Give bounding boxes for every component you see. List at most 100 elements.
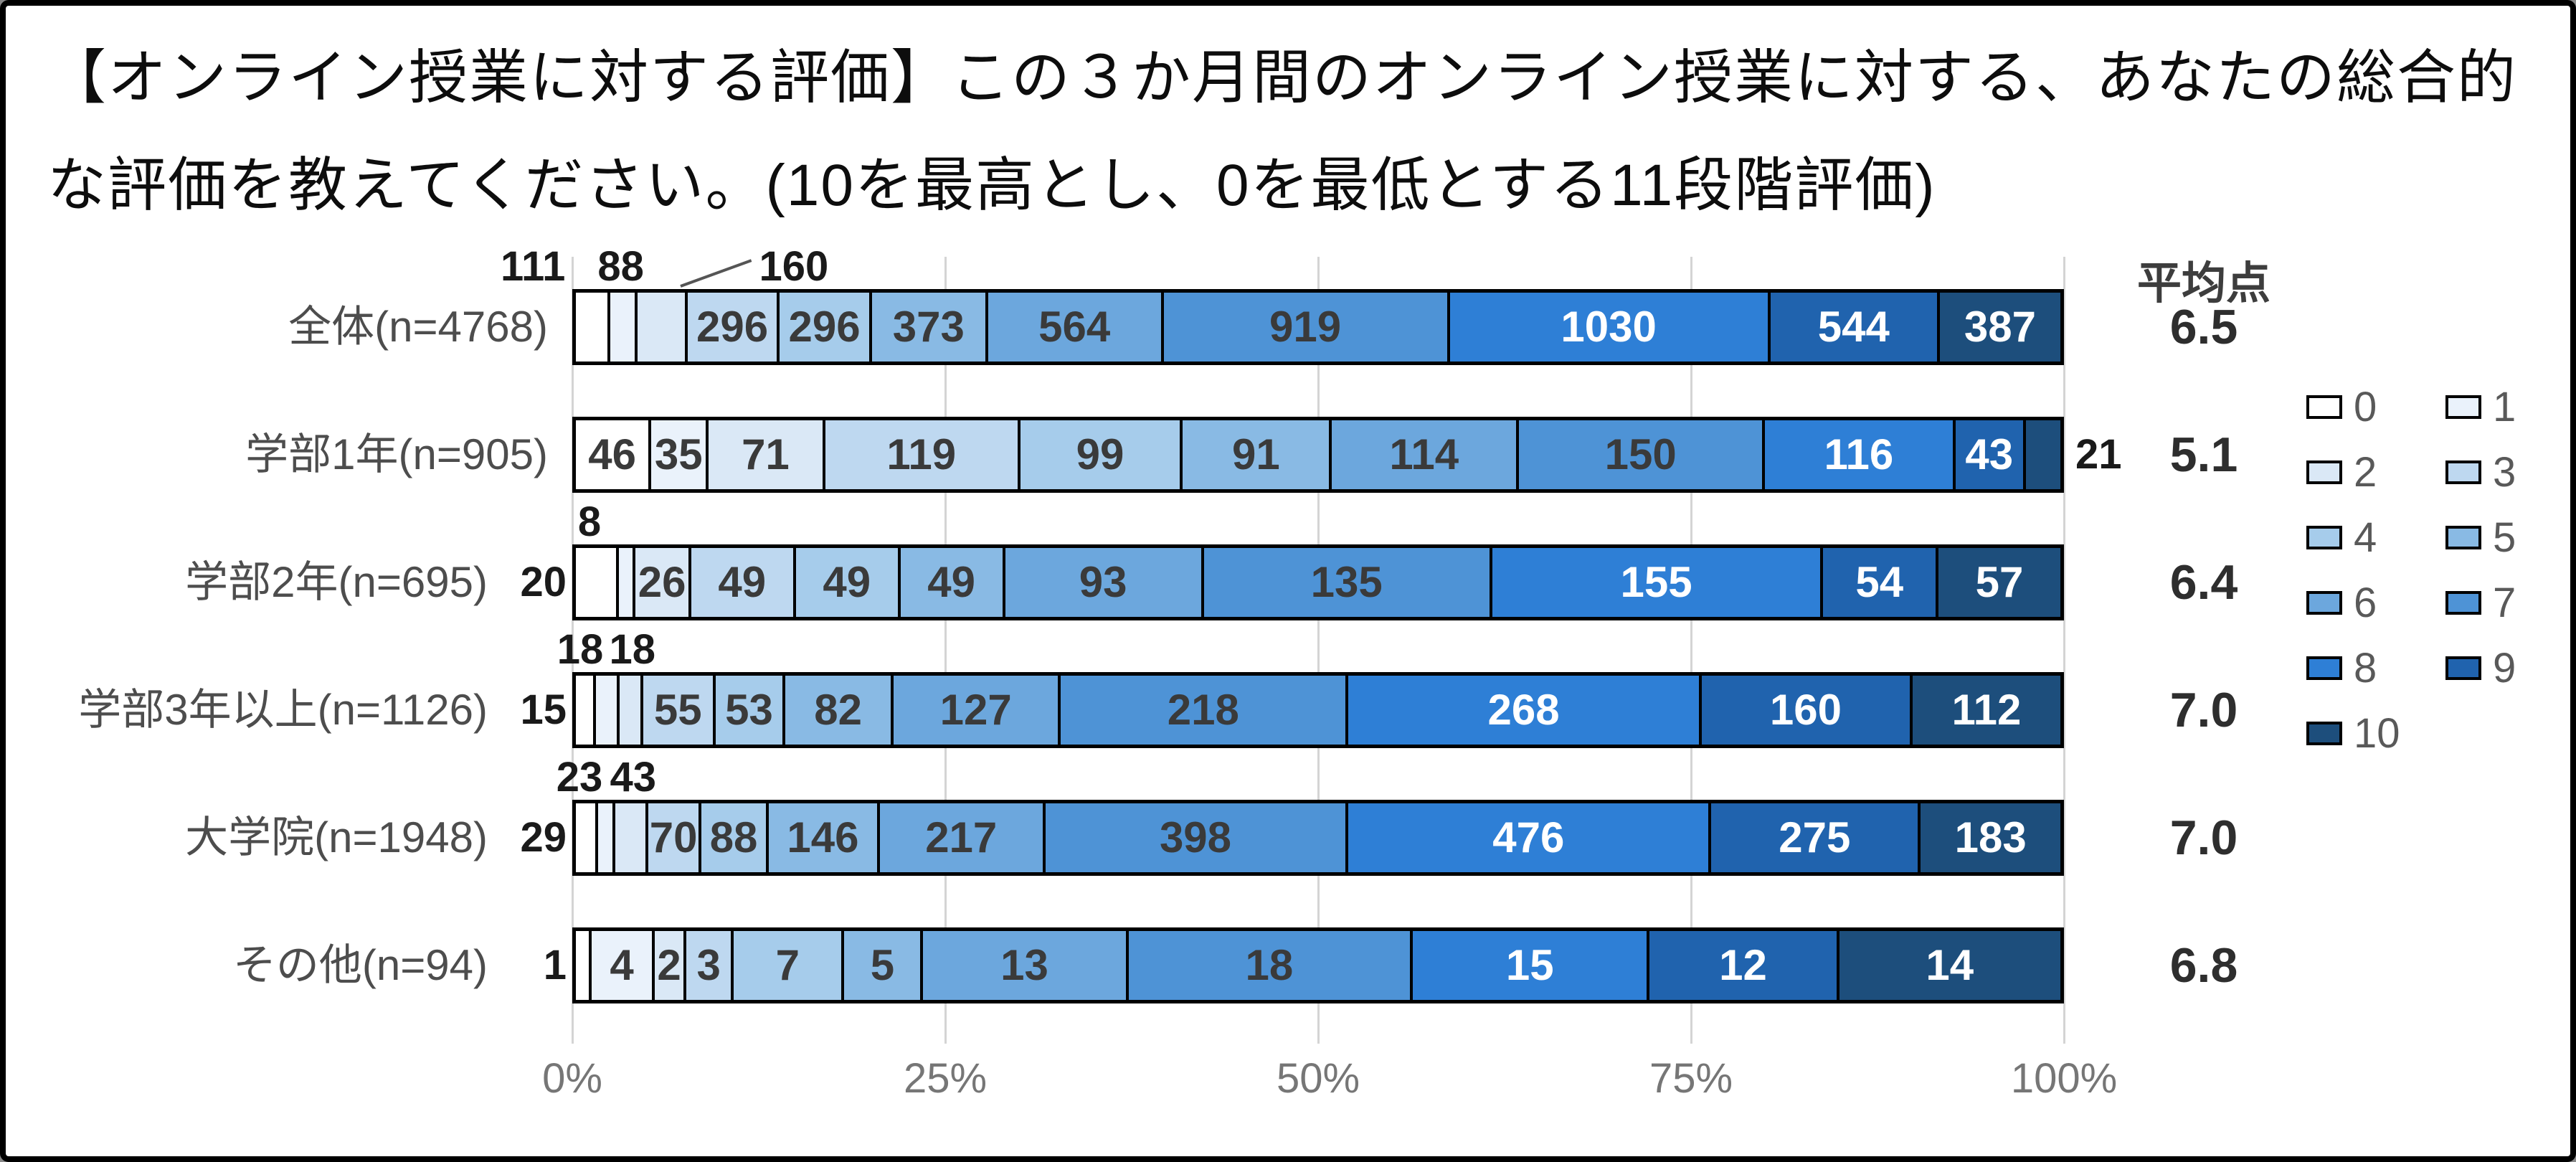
bar-segment-score-7: 150 <box>1519 420 1766 489</box>
average-value: 6.8 <box>2169 938 2238 993</box>
bar-segment-score-9: 275 <box>1711 803 1921 872</box>
bar-segment-score-10: 57 <box>1938 548 2060 617</box>
bar-segment-score-3: 55 <box>643 676 716 745</box>
bar-segment-score-3: 119 <box>825 420 1021 489</box>
segment-value-label: 26 <box>638 558 686 606</box>
segment-value-label: 49 <box>718 558 767 606</box>
bar-segment-score-8: 476 <box>1348 803 1712 872</box>
legend-label-6: 6 <box>2354 579 2377 626</box>
outside-value-label: 111 <box>500 243 566 290</box>
bar-segment-score-0 <box>576 931 592 1000</box>
legend-swatch-4 <box>2306 526 2342 549</box>
legend-item-7: 7 <box>2445 570 2570 636</box>
segment-value-label: 296 <box>696 303 769 351</box>
outside-value-label: 1 <box>543 942 567 988</box>
legend-label-2: 2 <box>2354 448 2377 496</box>
segment-value-label: 49 <box>927 558 976 606</box>
segment-value-label: 15 <box>1505 941 1554 989</box>
bar-segment-score-1 <box>597 803 616 872</box>
above-label-strip: 8 <box>572 499 2064 544</box>
legend-label-4: 4 <box>2354 514 2377 561</box>
bar-segment-score-0 <box>576 293 611 362</box>
legend-swatch-7 <box>2445 591 2481 615</box>
segment-value-label: 119 <box>886 430 957 478</box>
bar-segment-score-10: 14 <box>1839 931 2060 1000</box>
bar-segment-score-0 <box>576 803 598 872</box>
average-value: 7.0 <box>2169 811 2238 865</box>
legend-item-10: 10 <box>2306 701 2441 766</box>
bar-segment-score-7: 919 <box>1163 293 1450 362</box>
chart-title: 【オンライン授業に対する評価】この３か月間のオンライン授業に対する、あなたの総合… <box>47 45 2518 218</box>
legend: 0 1 2 3 4 5 6 7 8 9 10 <box>2306 374 2570 766</box>
legend-swatch-0 <box>2306 395 2342 419</box>
segment-value-label: 54 <box>1855 558 1904 606</box>
segment-value-label: 46 <box>588 430 636 478</box>
legend-swatch-2 <box>2306 460 2342 484</box>
legend-swatch-9 <box>2445 656 2481 680</box>
bar-segment-score-4: 88 <box>701 803 769 872</box>
gridline-100pct <box>2063 257 2065 1044</box>
bar-segment-score-3: 49 <box>691 548 796 617</box>
legend-item-1: 1 <box>2445 374 2570 440</box>
legend-label-3: 3 <box>2493 448 2516 496</box>
segment-value-label: 82 <box>814 686 862 734</box>
average-value: 6.5 <box>2169 300 2238 354</box>
bar-segment-score-2 <box>638 293 688 362</box>
gridline-0pct <box>572 257 574 1044</box>
bar-segment-score-6: 127 <box>893 676 1061 745</box>
bar-segment-score-3: 3 <box>686 931 734 1000</box>
bar-segment-score-2: 26 <box>635 548 691 617</box>
segment-value-label: 183 <box>1954 813 2027 861</box>
segment-value-label: 135 <box>1310 558 1383 606</box>
segment-value-label: 127 <box>939 686 1012 734</box>
bar-segment-score-6: 217 <box>879 803 1046 872</box>
segment-value-label: 7 <box>775 941 800 989</box>
bar-segment-score-0: 46 <box>576 420 652 489</box>
above-label-strip: 111 88 160 <box>501 243 2064 289</box>
segment-value-label: 2 <box>657 941 681 989</box>
bar-segment-score-0 <box>576 548 619 617</box>
legend-item-8: 8 <box>2306 636 2441 701</box>
legend-swatch-8 <box>2306 656 2342 680</box>
bar-segment-score-5: 91 <box>1183 420 1332 489</box>
bar-segment-score-4: 53 <box>715 676 786 745</box>
row-label: その他(n=94) <box>232 941 488 989</box>
bar-segment-score-5: 49 <box>900 548 1005 617</box>
bar-segment-score-10: 112 <box>1913 676 2060 745</box>
segment-value-label: 70 <box>649 813 698 861</box>
segment-value-label: 218 <box>1167 686 1239 734</box>
bar-segment-score-6: 564 <box>988 293 1164 362</box>
row-label: 大学院(n=1948) <box>185 813 488 861</box>
bar-segment-score-5: 5 <box>844 931 924 1000</box>
bar-segment-score-2 <box>619 676 643 745</box>
outside-value-label: 43 <box>610 754 656 800</box>
legend-item-9: 9 <box>2445 636 2570 701</box>
outside-value-label: 18 <box>557 626 604 673</box>
segment-value-label: 99 <box>1076 430 1124 478</box>
legend-label-9: 9 <box>2493 644 2516 691</box>
row-label: 全体(n=4768) <box>288 303 548 351</box>
bar-segment-score-7: 18 <box>1128 931 1414 1000</box>
stacked-bar: 4 2 3 7 5 13 18 15 12 14 <box>572 927 2064 1003</box>
bar-segment-score-1: 4 <box>592 931 655 1000</box>
average-value: 5.1 <box>2169 428 2238 482</box>
average-value: 6.4 <box>2169 555 2238 610</box>
bar-segment-score-6: 13 <box>923 931 1129 1000</box>
above-label-strip <box>572 371 2064 417</box>
bar-segment-score-2: 71 <box>709 420 825 489</box>
chart-row-5: 1 その他(n=94) 4 2 3 7 5 13 18 15 12 14 <box>233 882 2064 1009</box>
bar-segment-score-10: 387 <box>1939 293 2060 362</box>
bar-segment-score-9: 544 <box>1770 293 1940 362</box>
bar-segment-score-3: 70 <box>648 803 702 872</box>
bar-segment-score-4: 49 <box>795 548 901 617</box>
gridline-75pct <box>1690 257 1692 1044</box>
stacked-bar: 26 49 49 49 93 135 155 54 57 <box>572 544 2064 620</box>
bar-segment-score-5: 146 <box>768 803 880 872</box>
segment-value-label: 14 <box>1926 941 1974 989</box>
segment-value-label: 564 <box>1038 303 1111 351</box>
bar-segment-score-4: 296 <box>780 293 872 362</box>
bar-segment-score-4: 7 <box>734 931 845 1000</box>
bar-segment-score-3: 296 <box>687 293 780 362</box>
segment-value-label: 544 <box>1817 303 1890 351</box>
outside-value-label: 18 <box>609 626 656 673</box>
